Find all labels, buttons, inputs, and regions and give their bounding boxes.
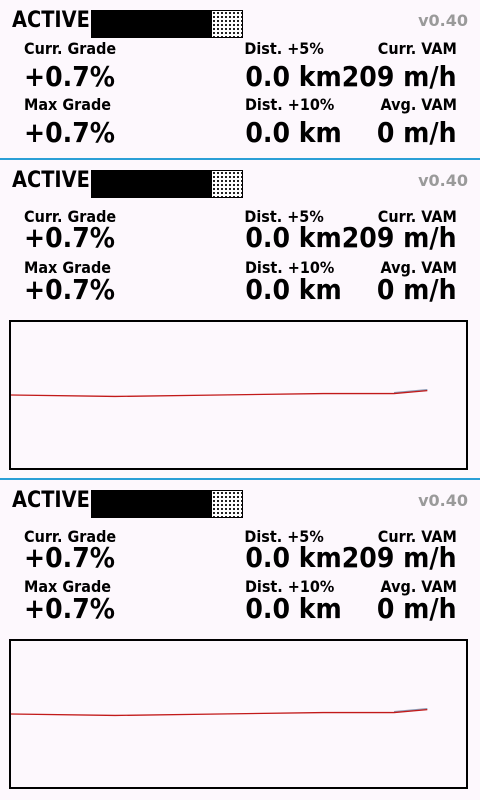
curr-vam-value: 209 m/h <box>342 541 457 574</box>
dist-10-value: 0.0 km <box>245 273 342 306</box>
divider <box>0 478 480 480</box>
status-text: ACTIVE <box>12 8 90 33</box>
version-label: v0.40 <box>418 171 468 190</box>
series-trace-secondary <box>393 389 428 394</box>
panel-compact: ACTIVE v0.40 Curr. Grade +0.7% Dist. +5%… <box>0 0 480 158</box>
version-label: v0.40 <box>418 11 468 30</box>
series-line <box>11 708 428 717</box>
curr-vam-label: Curr. VAM <box>377 39 457 58</box>
avg-vam-value: 0 m/h <box>377 273 457 306</box>
dist-5-label: Dist. +5% <box>244 527 324 546</box>
elevation-chart <box>9 639 468 789</box>
curr-vam-label: Curr. VAM <box>377 527 457 546</box>
dist-5-value: 0.0 km <box>245 60 342 93</box>
dist-5-label: Dist. +5% <box>244 207 324 226</box>
progress-remaining <box>212 11 242 37</box>
max-grade-value: +0.7% <box>24 273 116 306</box>
header: ACTIVE v0.40 <box>0 486 480 518</box>
curr-vam-value: 209 m/h <box>342 60 457 93</box>
series-trace-secondary <box>393 708 428 713</box>
header: ACTIVE v0.40 <box>0 6 480 38</box>
avg-vam-label: Avg. VAM <box>380 95 457 114</box>
chart-svg <box>11 389 428 398</box>
dist-10-value: 0.0 km <box>245 116 342 149</box>
progress-remaining <box>212 171 242 197</box>
curr-grade-value: +0.7% <box>24 221 116 254</box>
status-text: ACTIVE <box>12 488 90 513</box>
panel-chart-b: ACTIVE v0.40 Curr. Grade +0.7% Dist. +5%… <box>0 480 480 800</box>
series-line <box>11 389 428 398</box>
curr-grade-value: +0.7% <box>24 60 116 93</box>
avg-vam-value: 0 m/h <box>377 592 457 625</box>
dist-5-value: 0.0 km <box>245 541 342 574</box>
curr-grade-label: Curr. Grade <box>24 207 117 226</box>
avg-vam-label: Avg. VAM <box>380 258 457 277</box>
progress-remaining <box>212 491 242 517</box>
curr-grade-label: Curr. Grade <box>24 39 117 58</box>
dist-10-label: Dist. +10% <box>244 95 335 114</box>
curr-grade-label: Curr. Grade <box>24 527 117 546</box>
dist-10-label: Dist. +10% <box>244 258 335 277</box>
max-grade-value: +0.7% <box>24 592 116 625</box>
progress-bar <box>91 170 243 198</box>
elevation-chart <box>9 320 468 470</box>
dist-10-label: Dist. +10% <box>244 577 335 596</box>
curr-grade-value: +0.7% <box>24 541 116 574</box>
version-label: v0.40 <box>418 491 468 510</box>
max-grade-value: +0.7% <box>24 116 116 149</box>
dist-10-value: 0.0 km <box>245 592 342 625</box>
progress-bar <box>91 10 243 38</box>
max-grade-label: Max Grade <box>24 258 112 277</box>
progress-bar <box>91 490 243 518</box>
curr-vam-value: 209 m/h <box>342 221 457 254</box>
curr-vam-label: Curr. VAM <box>377 207 457 226</box>
max-grade-label: Max Grade <box>24 95 112 114</box>
header: ACTIVE v0.40 <box>0 166 480 198</box>
divider <box>0 158 480 160</box>
max-grade-label: Max Grade <box>24 577 112 596</box>
panel-chart-a: ACTIVE v0.40 Curr. Grade +0.7% Dist. +5%… <box>0 160 480 478</box>
avg-vam-label: Avg. VAM <box>380 577 457 596</box>
dist-5-label: Dist. +5% <box>244 39 324 58</box>
chart-svg <box>11 708 428 717</box>
status-text: ACTIVE <box>12 168 90 193</box>
dist-5-value: 0.0 km <box>245 221 342 254</box>
avg-vam-value: 0 m/h <box>377 116 457 149</box>
